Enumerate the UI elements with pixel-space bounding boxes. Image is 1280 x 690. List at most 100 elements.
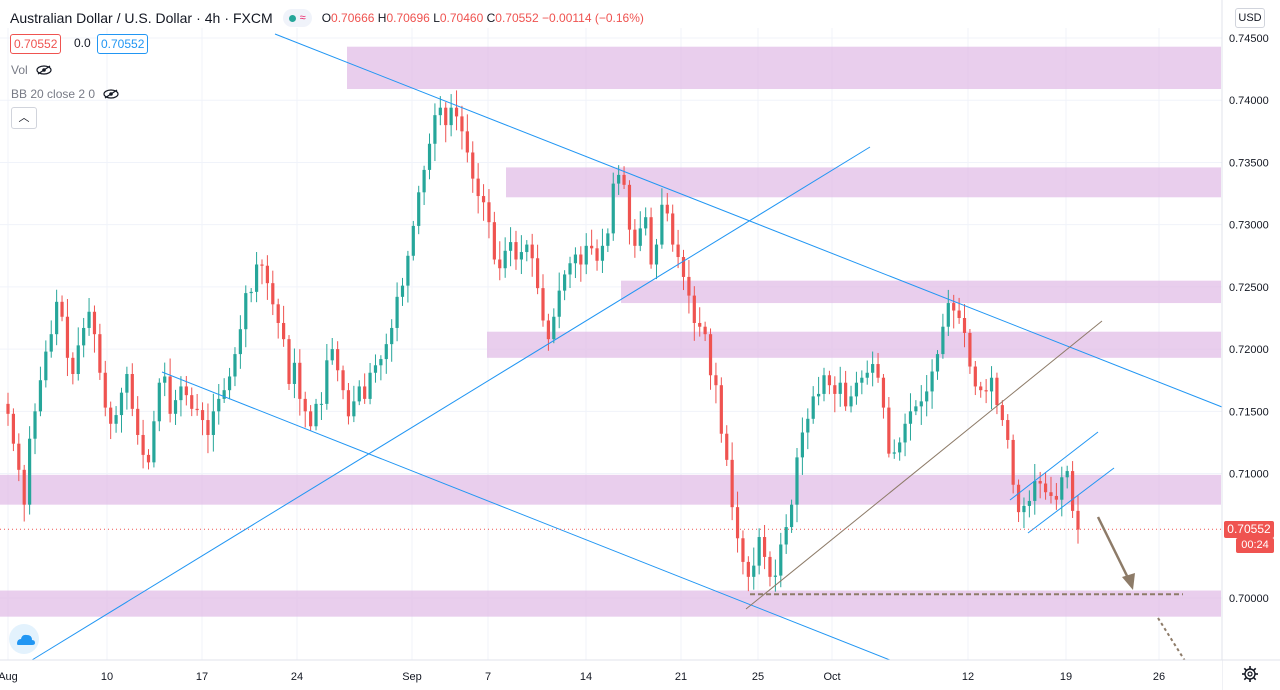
currency-button[interactable]: USD [1235,8,1265,28]
candle-body [1043,483,1048,493]
candle-body [206,420,210,435]
candle-body [309,411,313,427]
candle-body [411,225,415,256]
candle-body [1070,471,1075,511]
candle-body [752,565,756,577]
candle-body [373,365,378,373]
candle-body [433,115,437,144]
candle-body [557,290,561,317]
candle-body [282,322,286,340]
candle-body [844,382,848,407]
candle-body [254,264,259,292]
separator: · [224,10,229,26]
interval-label[interactable]: 4h [204,10,221,26]
candle-body [665,204,669,214]
candle-body [714,375,718,386]
candle-body [336,349,340,371]
candle-body [541,288,545,321]
hidden-eye-icon[interactable] [103,89,119,99]
candle-body [146,454,151,463]
price-tick-label: 0.72500 [1229,282,1269,294]
trend-line [274,33,1223,408]
candle-body [260,264,264,266]
candle-body [22,469,26,505]
ohlc-values: O0.70666 H0.70696 L0.70460 C0.70552 −0.0… [322,11,644,25]
candle-body [163,376,167,383]
volume-indicator-legend[interactable]: Vol [11,63,52,77]
candle-body [427,143,432,170]
candle-body [887,407,891,454]
candle-body [49,334,53,352]
candle-body [173,400,178,414]
candle-body [525,244,529,253]
separator: · [196,10,201,26]
market-status-badge[interactable]: ≈ [282,9,312,27]
candle-body [76,345,80,374]
candle-body [222,390,226,399]
candle-body [417,192,421,226]
candle-body [698,322,702,327]
candle-body [979,386,983,391]
candle-body [660,204,664,245]
time-tick-label: Aug [0,671,18,683]
price-tick-label: 0.73500 [1229,157,1269,169]
candle-body [141,434,145,455]
candle-body [352,401,356,417]
candle-body [654,244,659,265]
candle-body [363,386,367,399]
candle-body [925,391,929,402]
candle-body [584,245,588,265]
tradingview-logo[interactable] [9,624,39,654]
candle-body [995,377,999,406]
candle-body [590,245,594,249]
hidden-eye-icon[interactable] [36,65,52,75]
candle-body [233,354,237,377]
candle-body [98,334,102,373]
time-tick-label: 25 [752,671,764,683]
candle-body [136,408,140,435]
candle-body [179,386,183,401]
candle-body [465,131,469,153]
candle-body [935,354,940,372]
buy-price-button[interactable]: 0.70552 [97,34,149,54]
candle-body [514,242,518,260]
candle-body [292,362,297,384]
candle-body [487,202,491,223]
candle-body [395,296,399,328]
candle-body [595,248,599,261]
candle-body [725,433,729,460]
candle-body [38,380,43,412]
candle-body [341,370,345,391]
candle-body [865,372,869,378]
candle-body [530,244,534,259]
candle-body [811,396,815,419]
price-tick-label: 0.74000 [1229,95,1269,107]
trend-line [1027,467,1115,534]
time-tick-label: 24 [291,671,303,683]
candle-body [968,332,972,367]
candle-body [481,196,486,203]
candle-body [946,303,950,327]
candle-body [649,217,653,265]
bollinger-indicator-legend[interactable]: BB 20 close 2 0 [11,87,119,101]
trend-line [1009,431,1099,501]
candle-body [103,372,107,408]
candle-body [249,291,253,294]
candle-body [244,293,248,330]
sell-price-button[interactable]: 0.70552 [10,34,62,54]
candle-body [287,339,291,384]
gear-icon[interactable] [1241,665,1259,683]
candle-body [449,107,453,126]
candle-body [384,344,388,360]
candle-body [130,374,134,409]
candle-body [325,360,329,404]
candle-body [1011,439,1015,485]
collapse-legend-button[interactable]: ︿ [11,107,37,129]
candle-body [617,174,621,184]
symbol-title[interactable]: Australian Dollar / U.S. Dollar [10,10,193,26]
candle-body [914,406,918,412]
candle-body [908,411,913,424]
open-label: O [321,11,332,25]
